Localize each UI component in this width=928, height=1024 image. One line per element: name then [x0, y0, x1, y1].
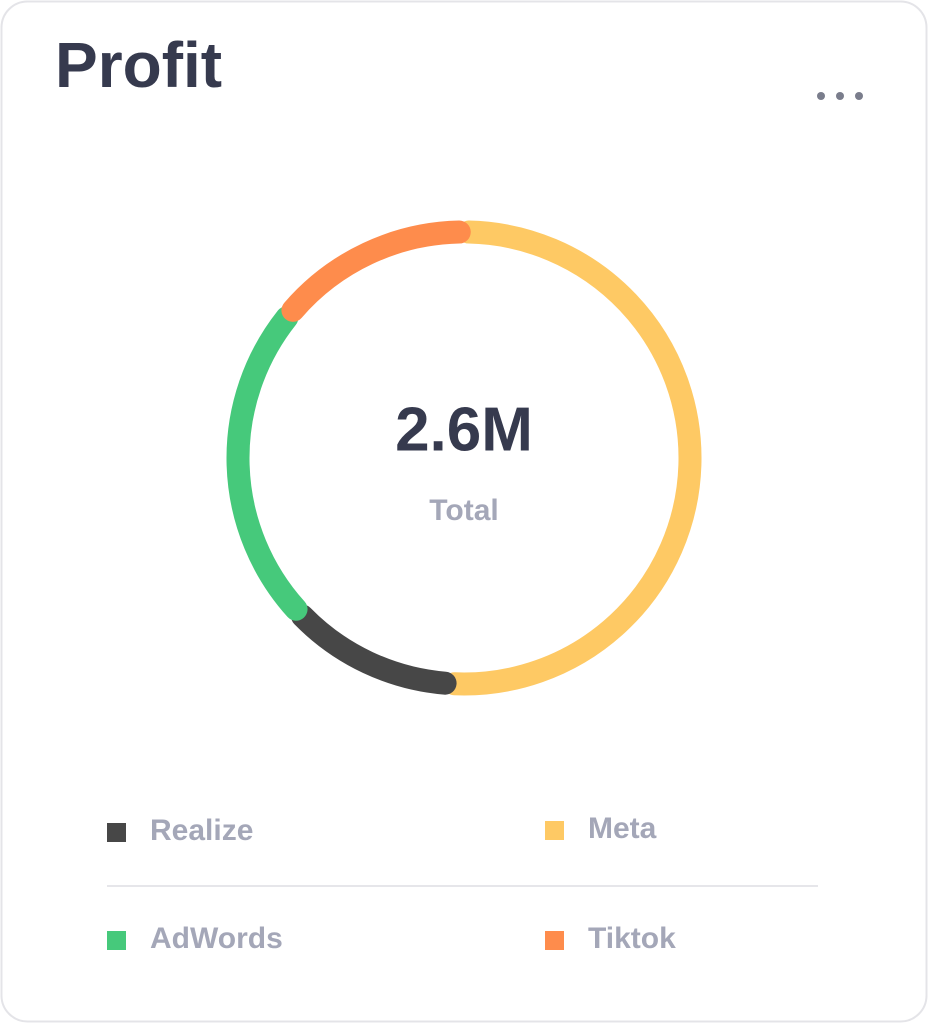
donut-segment: [291, 604, 457, 695]
legend-swatch: [107, 823, 126, 842]
center-value: 2.6M: [395, 395, 533, 464]
legend-item[interactable]: AdWords: [107, 922, 283, 955]
menu-dot: [817, 92, 825, 100]
legend-swatch: [545, 931, 564, 950]
card-title: Profit: [55, 29, 222, 101]
legend-item[interactable]: Realize: [107, 814, 253, 847]
donut-segment: [281, 220, 471, 322]
legend-swatch: [107, 931, 126, 950]
center-label: Total: [429, 494, 498, 527]
menu-dot: [855, 92, 863, 100]
legend-item[interactable]: Tiktok: [545, 922, 676, 955]
legend-label: Tiktok: [588, 922, 676, 955]
more-menu[interactable]: [817, 92, 863, 100]
donut-segment: [443, 220, 702, 696]
legend-label: Realize: [150, 814, 253, 847]
legend-label: AdWords: [150, 922, 283, 955]
legend-item[interactable]: Meta: [545, 812, 657, 845]
legend-swatch: [545, 821, 564, 840]
donut-segment: [226, 306, 308, 621]
menu-dot: [836, 92, 844, 100]
legend-label: Meta: [588, 812, 657, 845]
